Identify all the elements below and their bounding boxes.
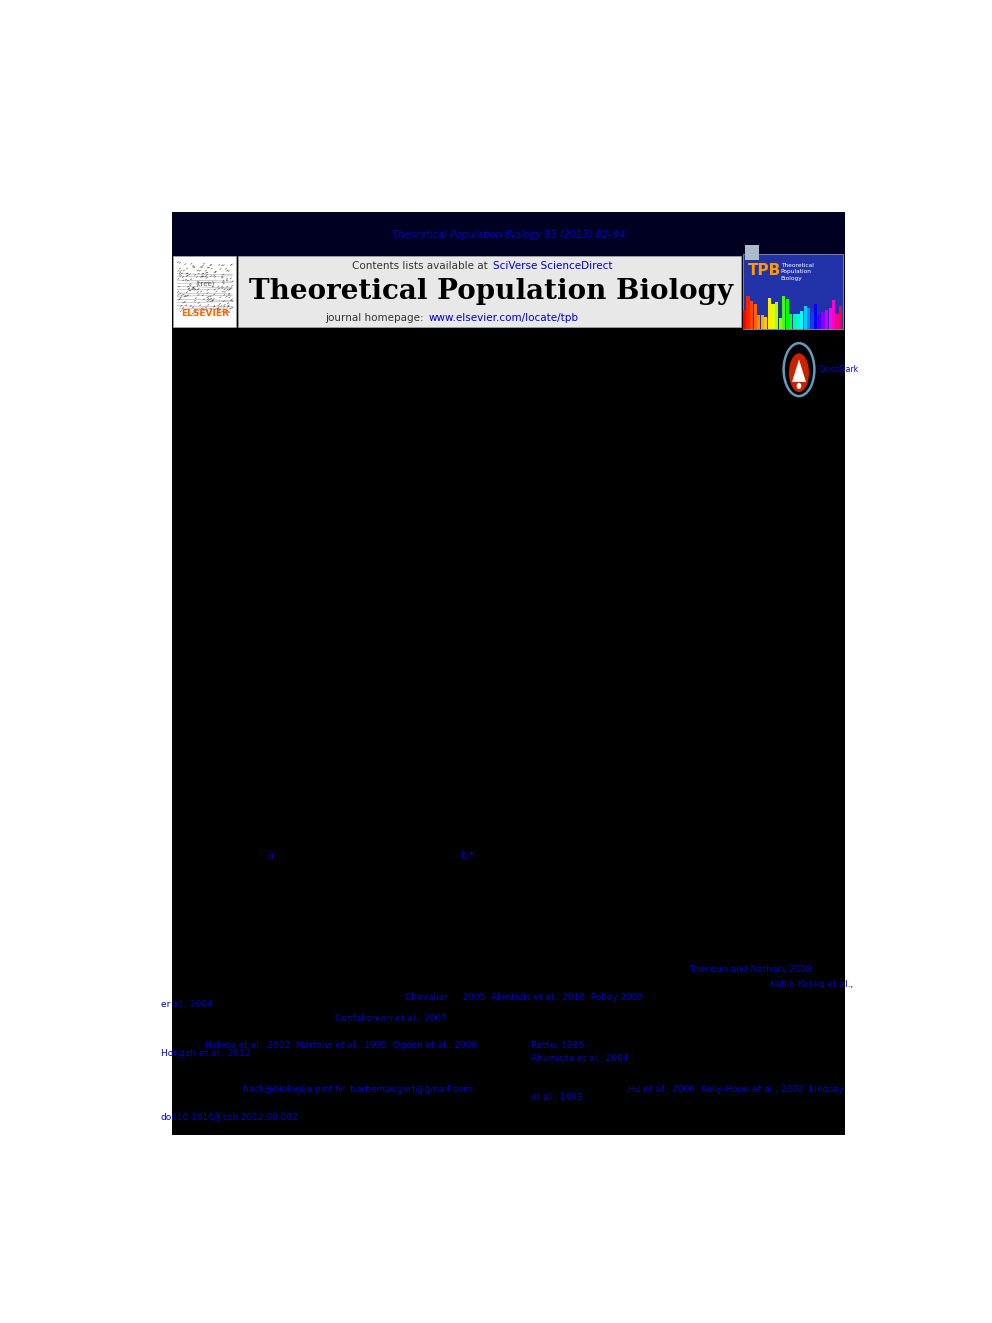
Bar [761,315,764,329]
Bar [743,254,843,329]
Bar [835,314,839,329]
Text: TPB: TPB [748,262,782,278]
Text: ELSEVIER: ELSEVIER [181,310,229,319]
Bar [807,308,810,329]
Bar [745,245,759,259]
Bar [757,315,760,329]
Ellipse shape [789,353,809,392]
Text: Hongoh et al., 2012: Hongoh et al., 2012 [161,1049,250,1058]
Bar [772,304,775,329]
Text: b,*: b,* [460,851,474,861]
Text: a: a [268,851,274,861]
Bar [764,318,768,329]
Circle shape [797,382,802,389]
Bar [832,300,835,329]
Bar [821,312,824,329]
Text: www.elsevier.com/locate/tpb: www.elsevier.com/locate/tpb [429,312,578,323]
Bar [825,310,828,329]
Text: Confalionieri et al., 2007: Confalionieri et al., 2007 [335,1013,447,1023]
Bar [790,314,793,329]
Text: doi:10.1016/j.tpb.2012.08.002: doi:10.1016/j.tpb.2012.08.002 [161,1113,299,1122]
Text: CrossMark: CrossMark [819,365,859,374]
Bar [173,213,845,1135]
Bar [797,315,800,329]
Bar [173,212,845,255]
Bar [814,304,817,329]
Bar [800,311,804,329]
Text: er al., 2004: er al., 2004 [161,1000,212,1009]
Text: Townsun and Nathan, 2008: Townsun and Nathan, 2008 [689,964,811,974]
Text: Ratte, 1985: Ratte, 1985 [532,1041,584,1050]
Bar [828,308,831,329]
Bar [810,312,813,329]
Bar [786,299,789,329]
Text: SciVerse ScienceDirect: SciVerse ScienceDirect [493,261,612,270]
Bar [746,296,750,329]
Text: journal homepage:: journal homepage: [325,312,427,323]
Text: Chevalier     2005  Alentidis et al., 2010  Polley 2005: Chevalier 2005 Alentidis et al., 2010 Po… [405,994,643,1002]
Bar [238,255,741,327]
Text: ⟨tree⟩: ⟨tree⟩ [195,280,214,287]
Bar [793,315,796,329]
Text: Halese et al., 2002  Martens et al., 1995  Ogden et al., 2008: Halese et al., 2002 Martens et al., 1995… [204,1041,477,1050]
Text: Hu et al., 2006  Kelly-Hope et al., 2002  Lindsay: Hu et al., 2006 Kelly-Hope et al., 2002 … [628,1085,843,1094]
Text: Ahumada et al., 2004: Ahumada et al., 2004 [532,1054,629,1064]
Text: Theoretical
Population
Biology: Theoretical Population Biology [781,262,813,280]
Bar [817,315,821,329]
Text: Theoretical Population Biology 83 (2013) 82–94: Theoretical Population Biology 83 (2013)… [392,229,625,239]
Text: et al., 1993: et al., 1993 [532,1093,583,1102]
Text: Theoretical Population Biology: Theoretical Population Biology [249,278,733,304]
Bar [782,295,786,329]
Bar [779,319,782,329]
Bar [839,307,842,329]
Bar [174,255,236,327]
Bar [754,304,757,329]
Bar [768,298,771,329]
Bar [743,310,746,329]
Bar [804,306,806,329]
Text: hack@biologija.pmf.hr  barbentevgert@gmail.com: hack@biologija.pmf.hr barbentevgert@gmai… [243,1085,472,1094]
Text: Kallio-Kokko et al.,: Kallio-Kokko et al., [770,980,853,988]
Text: Contents lists available at: Contents lists available at [352,261,491,270]
Bar [775,302,778,329]
Polygon shape [792,360,806,382]
Bar [750,302,753,329]
